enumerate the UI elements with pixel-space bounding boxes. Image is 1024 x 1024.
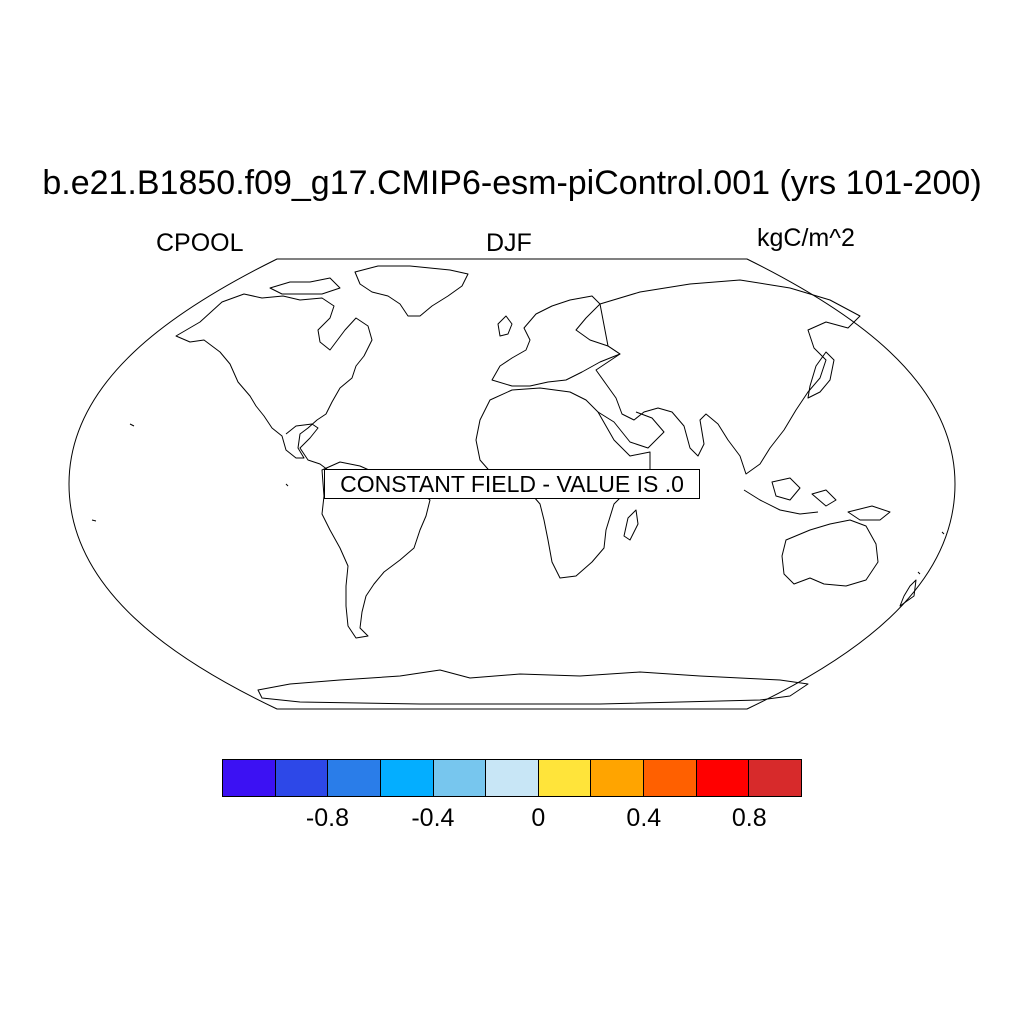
coastline-europe: [491, 295, 621, 387]
colorbar-swatch: [749, 760, 802, 796]
variable-name-label: CPOOL: [156, 229, 244, 257]
colorbar-tick-label: -0.4: [411, 804, 455, 832]
coastline-arabia: [597, 411, 665, 449]
coastline-japan: [807, 351, 835, 399]
coastline-british-isles: [497, 315, 513, 337]
colorbar-swatch: [433, 760, 487, 796]
coastline-small-islands: [91, 423, 945, 575]
season-label: DJF: [486, 229, 532, 257]
colorbar-swatch: [486, 760, 539, 796]
colorbar-swatch: [380, 760, 434, 796]
colorbar-tick-label: -0.8: [305, 804, 349, 832]
colorbar: [222, 759, 802, 797]
colorbar-swatch: [275, 760, 329, 796]
colorbar-swatch: [538, 760, 592, 796]
colorbar-tick-label: 0: [531, 804, 546, 832]
coastline-antarctica: [257, 669, 809, 705]
coastline-maritime-asia: [743, 477, 891, 521]
constant-field-message: CONSTANT FIELD - VALUE IS .0: [324, 469, 700, 499]
coastline-asia: [595, 279, 861, 475]
colorbar-swatch: [328, 760, 381, 796]
colorbar-tick-label: 0.4: [626, 804, 662, 832]
plot-title: b.e21.B1850.f09_g17.CMIP6-esm-piControl.…: [42, 164, 982, 202]
units-label: kgC/m^2: [757, 224, 855, 252]
colorbar-swatch: [644, 760, 697, 796]
colorbar-swatch: [223, 760, 276, 796]
coastline-greenland: [354, 265, 469, 317]
colorbar-tick-label: 0.8: [731, 804, 767, 832]
colorbar-swatch: [696, 760, 750, 796]
coastline-arctic-islands: [269, 277, 341, 295]
coastline-madagascar: [623, 509, 639, 541]
coastline-australia: [781, 519, 879, 587]
colorbar-swatch: [591, 760, 645, 796]
coastline-central-america: [285, 423, 329, 471]
coastline-north-america: [175, 293, 373, 459]
coastline-new-zealand: [899, 579, 917, 607]
